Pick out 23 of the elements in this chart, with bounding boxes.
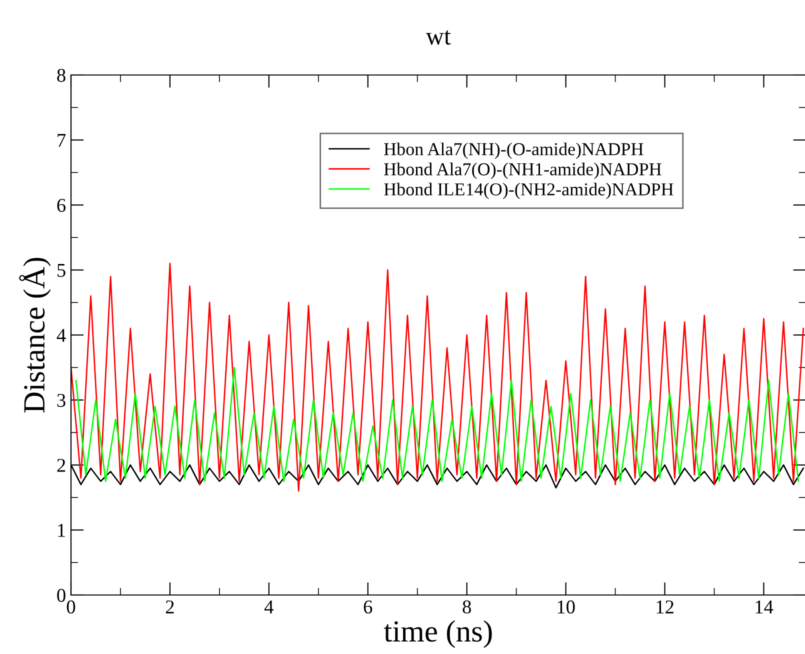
y-tick-label: 2 xyxy=(57,458,66,472)
y-tick-label: 8 xyxy=(57,68,66,82)
x-axis-title: time (ns) xyxy=(384,620,492,648)
x-tick-label: 4 xyxy=(264,600,274,614)
y-tick-label: 5 xyxy=(58,264,66,277)
x-tick-label: 10 xyxy=(558,600,575,614)
y-tick-label: 4 xyxy=(56,328,66,342)
x-tick-label: 14 xyxy=(756,600,774,614)
y-axis-title: Distance (Å) xyxy=(19,258,51,413)
x-tick-label: 6 xyxy=(364,600,372,614)
legend-label: Hbond ILE14(O)-(NH2-amide)NADPH xyxy=(384,182,674,200)
y-tick-label: 3 xyxy=(57,394,66,407)
y-tick-label: 6 xyxy=(57,198,66,212)
x-tick-label: 0 xyxy=(66,600,76,614)
y-tick-label: 0 xyxy=(57,588,66,602)
x-tick-label: 2 xyxy=(166,600,174,614)
y-tick-label: 1 xyxy=(58,524,65,537)
chart-title: wt xyxy=(426,30,451,45)
legend-label: Hbon Ala7(NH)-(O-amide)NADPH xyxy=(384,142,644,159)
legend-label: Hbond Ala7(O)-(NH1-amide)NADPH xyxy=(384,162,662,180)
x-tick-label: 8 xyxy=(462,600,471,614)
y-tick-label: 7 xyxy=(58,134,66,147)
x-tick-label: 12 xyxy=(656,600,674,614)
